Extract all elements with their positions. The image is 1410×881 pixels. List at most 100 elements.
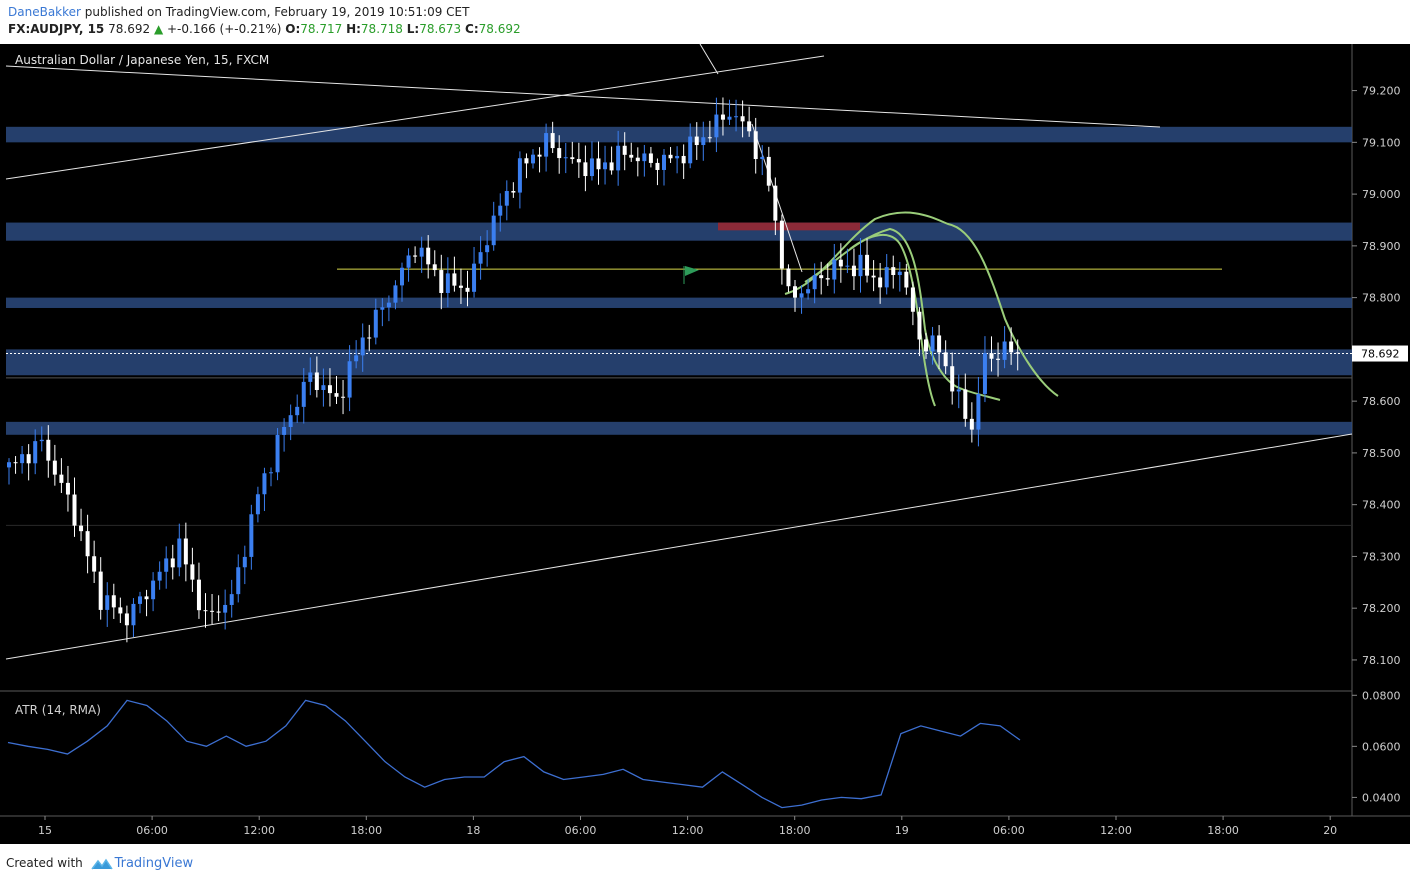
- candle-body[interactable]: [170, 558, 175, 568]
- candle-body[interactable]: [871, 275, 876, 278]
- candle-body[interactable]: [295, 406, 300, 416]
- candle-body[interactable]: [46, 439, 51, 461]
- candle-body[interactable]: [976, 393, 981, 430]
- candle-body[interactable]: [373, 309, 378, 338]
- candle-body[interactable]: [832, 259, 837, 280]
- candle-body[interactable]: [275, 434, 280, 473]
- candle-body[interactable]: [393, 285, 398, 303]
- lower-trendline[interactable]: [5, 433, 1353, 660]
- candle-body[interactable]: [124, 613, 129, 626]
- candle-body[interactable]: [989, 353, 994, 359]
- candle-body[interactable]: [347, 361, 352, 398]
- candle-body[interactable]: [603, 162, 608, 170]
- candle-body[interactable]: [878, 277, 883, 288]
- green-arc-outer[interactable]: [784, 211, 1059, 397]
- candle-body[interactable]: [924, 339, 928, 352]
- candle-body[interactable]: [79, 525, 84, 532]
- candle-body[interactable]: [662, 154, 666, 170]
- supply-zone-red[interactable]: [718, 222, 860, 231]
- candle-body[interactable]: [491, 215, 496, 246]
- candle-body[interactable]: [688, 136, 693, 164]
- candle-body[interactable]: [734, 116, 739, 118]
- candle-body[interactable]: [255, 494, 260, 515]
- candle-body[interactable]: [157, 571, 162, 581]
- candle-body[interactable]: [681, 155, 686, 164]
- candle-body[interactable]: [282, 426, 287, 435]
- candle-body[interactable]: [583, 162, 588, 177]
- candle-body[interactable]: [465, 287, 470, 292]
- candle-body[interactable]: [511, 191, 516, 193]
- candle-body[interactable]: [20, 454, 25, 464]
- candle-body[interactable]: [308, 372, 313, 382]
- short-trendline[interactable]: [699, 43, 719, 75]
- candle-body[interactable]: [72, 494, 77, 526]
- candle-body[interactable]: [105, 595, 110, 610]
- candle-body[interactable]: [439, 270, 444, 293]
- candle-body[interactable]: [413, 255, 418, 257]
- candle-body[interactable]: [183, 538, 188, 565]
- candle-body[interactable]: [131, 603, 136, 626]
- candle-body[interactable]: [1002, 341, 1007, 360]
- author-link[interactable]: DaneBakker: [8, 5, 81, 19]
- candle-body[interactable]: [760, 156, 765, 160]
- candle-body[interactable]: [216, 611, 221, 613]
- candle-body[interactable]: [793, 286, 797, 298]
- candle-body[interactable]: [26, 454, 31, 464]
- candle-body[interactable]: [269, 472, 273, 474]
- candle-body[interactable]: [334, 393, 339, 397]
- candle-body[interactable]: [531, 154, 535, 164]
- candle-body[interactable]: [956, 389, 961, 392]
- candle-body[interactable]: [1015, 352, 1020, 354]
- candle-body[interactable]: [694, 136, 699, 146]
- candle-body[interactable]: [445, 273, 450, 293]
- candle-body[interactable]: [812, 275, 817, 290]
- chart-svg[interactable]: 79.20079.10079.00078.90078.80078.70078.6…: [0, 43, 1410, 844]
- candle-body[interactable]: [196, 579, 201, 611]
- candle-body[interactable]: [288, 415, 293, 427]
- candle-body[interactable]: [845, 265, 850, 267]
- candle-body[interactable]: [111, 595, 116, 608]
- candle-body[interactable]: [138, 596, 142, 604]
- candle-body[interactable]: [642, 153, 647, 162]
- candle-body[interactable]: [609, 162, 614, 171]
- upper-trendline[interactable]: [5, 55, 825, 180]
- candle-body[interactable]: [570, 157, 575, 160]
- candle-body[interactable]: [341, 396, 346, 398]
- candle-body[interactable]: [825, 278, 830, 280]
- candle-body[interactable]: [629, 154, 634, 158]
- candle-body[interactable]: [648, 153, 653, 163]
- candle-body[interactable]: [360, 337, 365, 356]
- candle-body[interactable]: [714, 114, 719, 138]
- candle-body[interactable]: [596, 158, 601, 170]
- candle-body[interactable]: [478, 252, 483, 264]
- candle-body[interactable]: [517, 158, 522, 193]
- candle-body[interactable]: [301, 381, 306, 407]
- price-scale-bg[interactable]: [1352, 44, 1410, 816]
- candle-body[interactable]: [773, 185, 778, 221]
- atr-pane-bg[interactable]: [0, 691, 1352, 816]
- candle-body[interactable]: [380, 307, 385, 310]
- candle-body[interactable]: [472, 263, 477, 292]
- candle-body[interactable]: [118, 607, 123, 614]
- candle-body[interactable]: [39, 439, 44, 442]
- candle-body[interactable]: [740, 116, 745, 122]
- candle-body[interactable]: [504, 191, 509, 206]
- candle-body[interactable]: [668, 154, 673, 159]
- candle-body[interactable]: [838, 259, 843, 267]
- candle-body[interactable]: [891, 267, 896, 276]
- candle-body[interactable]: [943, 352, 948, 367]
- candle-body[interactable]: [589, 158, 594, 177]
- candle-body[interactable]: [13, 462, 18, 464]
- candle-body[interactable]: [550, 133, 555, 149]
- candle-body[interactable]: [576, 159, 581, 163]
- candle-body[interactable]: [236, 567, 241, 595]
- candle-body[interactable]: [229, 594, 234, 605]
- support-resistance-zone[interactable]: [6, 297, 1352, 308]
- candle-body[interactable]: [262, 473, 267, 495]
- candle-body[interactable]: [151, 580, 156, 600]
- candle-body[interactable]: [799, 293, 804, 298]
- candle-body[interactable]: [354, 355, 359, 362]
- candle-body[interactable]: [177, 538, 182, 568]
- candle-body[interactable]: [727, 116, 732, 120]
- candle-body[interactable]: [537, 154, 542, 157]
